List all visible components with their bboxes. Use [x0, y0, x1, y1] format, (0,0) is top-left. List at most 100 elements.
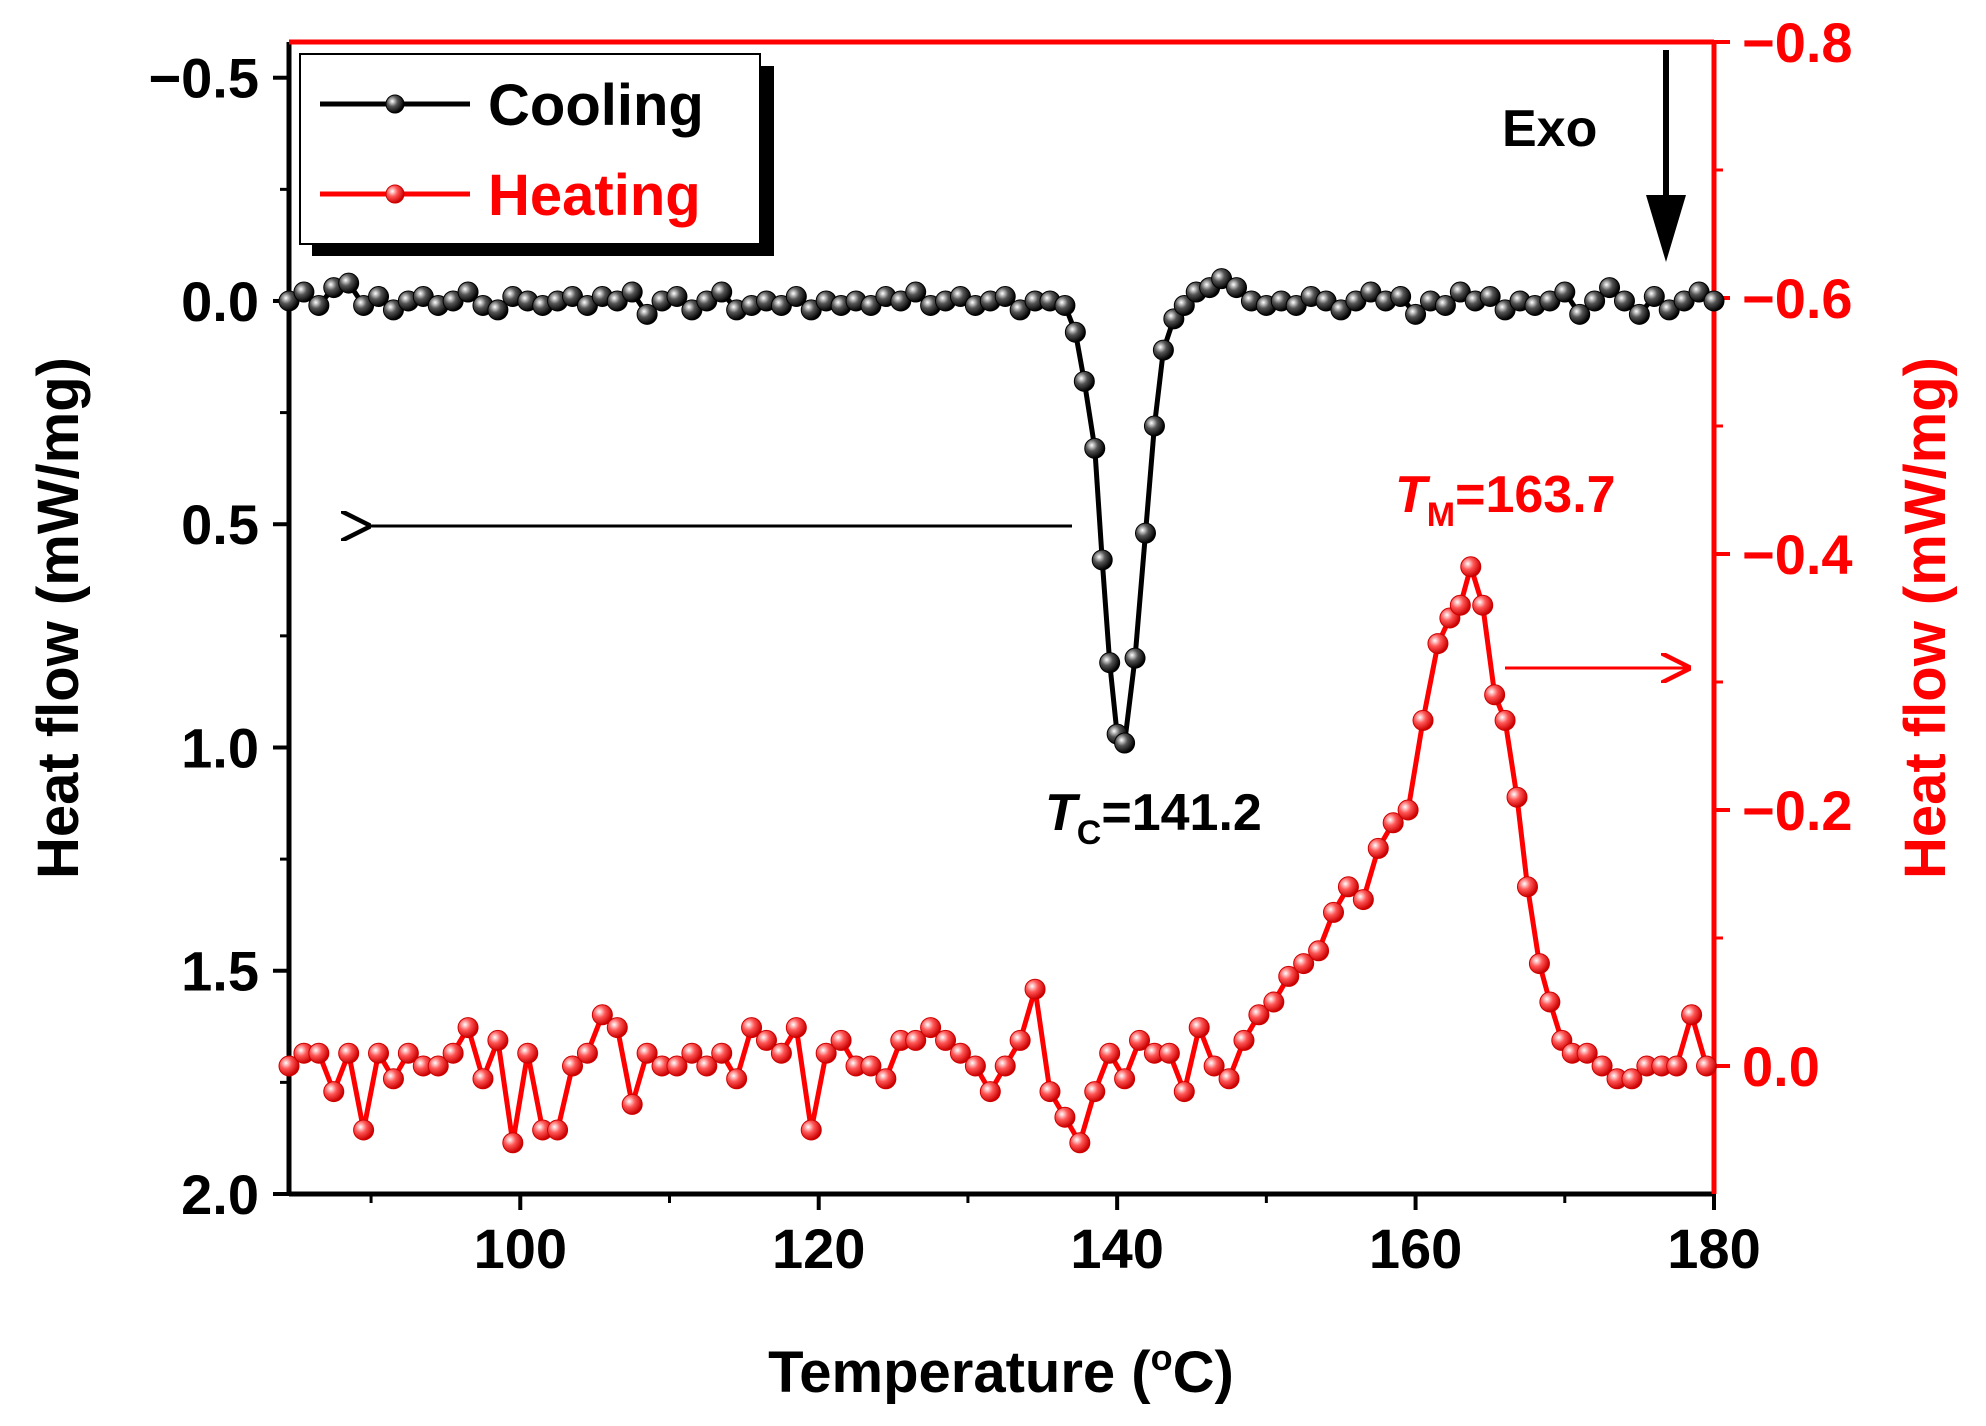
heating-point — [323, 1081, 345, 1103]
cooling-point — [368, 286, 390, 308]
cooling-point — [1390, 286, 1412, 308]
cooling-point — [1114, 732, 1136, 754]
heating-point — [1009, 1029, 1031, 1051]
cooling-point — [1064, 321, 1086, 343]
heating-point — [353, 1119, 375, 1141]
heating-point — [517, 1042, 539, 1064]
heating-point — [949, 1042, 971, 1064]
heating-point — [606, 1017, 628, 1039]
heating-point — [487, 1029, 509, 1051]
heating-point — [1449, 594, 1471, 616]
heating-point — [636, 1042, 658, 1064]
cooling-point — [1703, 290, 1725, 312]
heating-point — [920, 1017, 942, 1039]
ticks-layer: 100 120 140 160 180 −0.5 0.0 0.5 1.0 1.5 2.0 −0.8 −0… — [148, 11, 1852, 1280]
heating-point — [547, 1119, 569, 1141]
tm-value: =163.7 — [1455, 466, 1616, 524]
heating-point — [1539, 991, 1561, 1013]
x-axis-title: Temperature (oC) — [768, 1337, 1234, 1405]
heating-point — [1293, 953, 1315, 975]
x-tick-label: 140 — [1070, 1217, 1163, 1280]
heating-point — [1621, 1068, 1643, 1090]
heating-point — [1472, 594, 1494, 616]
heating-point — [1494, 709, 1516, 731]
heating-point — [1696, 1055, 1718, 1077]
cooling-point — [1226, 277, 1248, 299]
heating-point — [502, 1132, 524, 1154]
tc-subscript: C — [1077, 814, 1102, 852]
heating-point — [368, 1042, 390, 1064]
exo-arrowhead — [1646, 195, 1686, 262]
heating-point — [1506, 786, 1528, 808]
x-tick-label: 160 — [1369, 1217, 1462, 1280]
x-tick-label: 120 — [772, 1217, 865, 1280]
heating-point — [1576, 1042, 1598, 1064]
cooling-point — [1554, 281, 1576, 303]
x-axis-title-degree: o — [1151, 1337, 1173, 1378]
tm-subscript: M — [1427, 496, 1455, 534]
heating-point — [1412, 709, 1434, 731]
cooling-point — [1134, 522, 1156, 544]
cooling-point — [711, 281, 733, 303]
heating-point — [726, 1068, 748, 1090]
cooling-point — [905, 281, 927, 303]
cooling-point — [1628, 303, 1650, 325]
cooling-point — [1569, 303, 1591, 325]
heating-point — [1308, 940, 1330, 962]
cooling-point — [308, 294, 330, 316]
tc-annotation: TC=141.2 — [1045, 784, 1262, 852]
heating-point — [1218, 1068, 1240, 1090]
y-left-tick-label: 1.5 — [181, 940, 259, 1003]
y-right-tick-label: −0.2 — [1742, 779, 1853, 842]
y-left-tick-label: 2.0 — [181, 1163, 259, 1226]
cooling-point — [1099, 652, 1121, 674]
heating-point — [1039, 1081, 1061, 1103]
y-right-title: Heat flow (mW/mg) — [1893, 357, 1958, 879]
heating-point — [278, 1055, 300, 1077]
tm-letter: T — [1395, 466, 1431, 524]
heating-point — [1397, 799, 1419, 821]
cooling-point — [1479, 286, 1501, 308]
cooling-point — [1405, 303, 1427, 325]
heating-point — [1188, 1017, 1210, 1039]
heating-point — [1484, 684, 1506, 706]
x-tick-label: 180 — [1667, 1217, 1760, 1280]
cooling-point — [457, 281, 479, 303]
heating-point — [591, 1004, 613, 1026]
y-left-tick-label: 1.0 — [181, 716, 259, 779]
tc-value: =141.2 — [1101, 784, 1262, 842]
y-right-tick-label: −0.4 — [1742, 523, 1853, 586]
heating-point — [1203, 1055, 1225, 1077]
cooling-point — [994, 286, 1016, 308]
heating-point — [875, 1068, 897, 1090]
cooling-point — [487, 299, 509, 321]
heating-point — [1054, 1106, 1076, 1128]
cooling-point — [1091, 549, 1113, 571]
cooling-point — [636, 303, 658, 325]
y-left-tick-label: −0.5 — [148, 47, 259, 110]
heating-point — [1427, 633, 1449, 655]
x-tick-label: 100 — [474, 1217, 567, 1280]
heating-point — [666, 1055, 688, 1077]
heating-point — [1352, 889, 1374, 911]
heating-point — [770, 1042, 792, 1064]
heating-point — [1114, 1068, 1136, 1090]
heating-point — [979, 1081, 1001, 1103]
y-left-tick-label: 0.0 — [181, 270, 259, 333]
cooling-point — [785, 286, 807, 308]
heating-point — [472, 1068, 494, 1090]
x-axis-title-unit: C) — [1173, 1340, 1234, 1405]
heating-point — [1233, 1029, 1255, 1051]
legend-marker-heating — [385, 184, 405, 204]
heating-point — [382, 1068, 404, 1090]
heating-point — [308, 1042, 330, 1064]
heating-point — [1528, 953, 1550, 975]
heating-point — [800, 1119, 822, 1141]
tc-letter: T — [1045, 784, 1081, 842]
series-layer — [278, 268, 1725, 1154]
exo-label: Exo — [1502, 100, 1597, 158]
heating-point — [1129, 1029, 1151, 1051]
legend-label-cooling: Cooling — [488, 73, 704, 138]
cooling-point — [1434, 294, 1456, 316]
y-left-title: Heat flow (mW/mg) — [26, 357, 91, 879]
